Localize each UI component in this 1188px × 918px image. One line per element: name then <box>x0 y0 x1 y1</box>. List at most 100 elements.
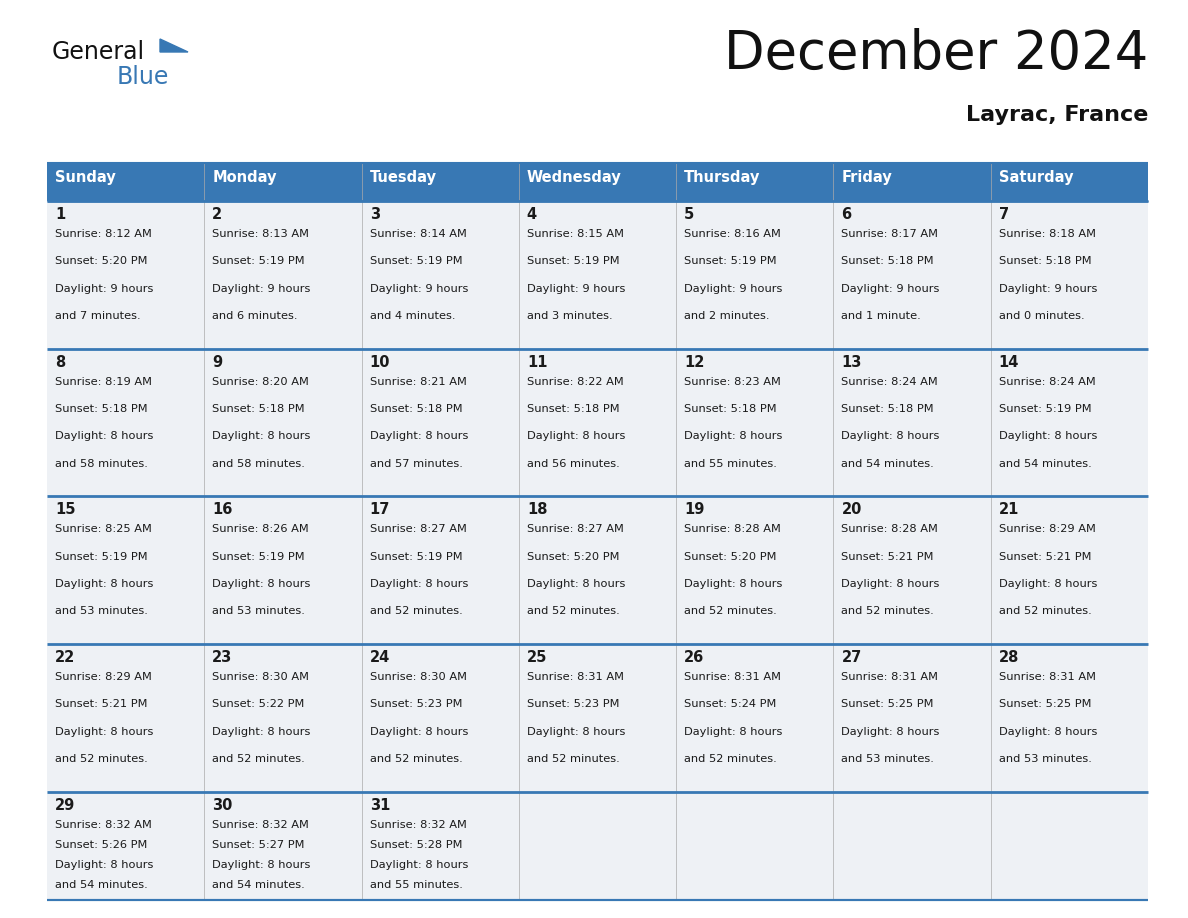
Text: Daylight: 8 hours: Daylight: 8 hours <box>369 727 468 736</box>
Text: Sunrise: 8:27 AM: Sunrise: 8:27 AM <box>369 524 467 534</box>
Text: Sunset: 5:18 PM: Sunset: 5:18 PM <box>684 404 777 414</box>
Text: and 7 minutes.: and 7 minutes. <box>55 311 140 321</box>
Text: and 2 minutes.: and 2 minutes. <box>684 311 770 321</box>
Text: Sunset: 5:18 PM: Sunset: 5:18 PM <box>841 256 934 266</box>
Bar <box>48 791 1148 900</box>
Text: Daylight: 8 hours: Daylight: 8 hours <box>999 579 1097 589</box>
Text: and 52 minutes.: and 52 minutes. <box>526 606 620 616</box>
Text: 1: 1 <box>55 207 65 222</box>
Text: Sunrise: 8:29 AM: Sunrise: 8:29 AM <box>55 672 152 682</box>
Text: 3: 3 <box>369 207 380 222</box>
Text: 13: 13 <box>841 354 861 370</box>
Text: 30: 30 <box>213 798 233 812</box>
Text: Daylight: 9 hours: Daylight: 9 hours <box>999 284 1097 294</box>
Text: 10: 10 <box>369 354 390 370</box>
Text: Sunset: 5:20 PM: Sunset: 5:20 PM <box>526 552 619 562</box>
Text: and 54 minutes.: and 54 minutes. <box>213 879 305 890</box>
Polygon shape <box>160 39 188 52</box>
Text: and 58 minutes.: and 58 minutes. <box>213 459 305 468</box>
Text: Sunrise: 8:13 AM: Sunrise: 8:13 AM <box>213 229 309 239</box>
Text: Daylight: 9 hours: Daylight: 9 hours <box>684 284 783 294</box>
Bar <box>48 349 1148 497</box>
Text: Sunset: 5:23 PM: Sunset: 5:23 PM <box>526 700 619 710</box>
Text: Sunset: 5:19 PM: Sunset: 5:19 PM <box>213 552 305 562</box>
Text: Sunrise: 8:12 AM: Sunrise: 8:12 AM <box>55 229 152 239</box>
Text: and 53 minutes.: and 53 minutes. <box>999 754 1092 764</box>
Text: Daylight: 8 hours: Daylight: 8 hours <box>55 431 153 442</box>
Text: Sunset: 5:25 PM: Sunset: 5:25 PM <box>841 700 934 710</box>
Text: Daylight: 8 hours: Daylight: 8 hours <box>684 727 783 736</box>
Text: Daylight: 8 hours: Daylight: 8 hours <box>213 579 310 589</box>
Text: Sunrise: 8:32 AM: Sunrise: 8:32 AM <box>369 820 467 830</box>
Text: Daylight: 9 hours: Daylight: 9 hours <box>213 284 310 294</box>
Text: Daylight: 8 hours: Daylight: 8 hours <box>841 431 940 442</box>
Text: Daylight: 8 hours: Daylight: 8 hours <box>369 860 468 869</box>
Text: 25: 25 <box>526 650 548 665</box>
Text: Sunset: 5:18 PM: Sunset: 5:18 PM <box>526 404 619 414</box>
Text: Sunrise: 8:27 AM: Sunrise: 8:27 AM <box>526 524 624 534</box>
Text: and 53 minutes.: and 53 minutes. <box>841 754 934 764</box>
Text: Sunrise: 8:24 AM: Sunrise: 8:24 AM <box>999 376 1095 386</box>
Text: Sunset: 5:20 PM: Sunset: 5:20 PM <box>55 256 147 266</box>
Text: and 52 minutes.: and 52 minutes. <box>213 754 305 764</box>
Text: and 56 minutes.: and 56 minutes. <box>526 459 620 468</box>
Text: Daylight: 8 hours: Daylight: 8 hours <box>55 860 153 869</box>
Text: Sunset: 5:18 PM: Sunset: 5:18 PM <box>213 404 305 414</box>
Text: and 52 minutes.: and 52 minutes. <box>684 754 777 764</box>
Text: Daylight: 8 hours: Daylight: 8 hours <box>684 431 783 442</box>
Text: Friday: Friday <box>841 170 892 185</box>
Text: Sunset: 5:18 PM: Sunset: 5:18 PM <box>999 256 1092 266</box>
Text: 15: 15 <box>55 502 76 518</box>
Text: Sunrise: 8:31 AM: Sunrise: 8:31 AM <box>841 672 939 682</box>
Text: Sunrise: 8:25 AM: Sunrise: 8:25 AM <box>55 524 152 534</box>
Bar <box>48 163 1148 201</box>
Text: 9: 9 <box>213 354 222 370</box>
Text: Sunset: 5:19 PM: Sunset: 5:19 PM <box>999 404 1092 414</box>
Text: General: General <box>52 40 145 64</box>
Text: Daylight: 8 hours: Daylight: 8 hours <box>841 727 940 736</box>
Text: 22: 22 <box>55 650 75 665</box>
Text: and 52 minutes.: and 52 minutes. <box>369 754 462 764</box>
Text: Wednesday: Wednesday <box>526 170 621 185</box>
Text: Daylight: 8 hours: Daylight: 8 hours <box>213 431 310 442</box>
Text: Sunset: 5:21 PM: Sunset: 5:21 PM <box>55 700 147 710</box>
Text: 27: 27 <box>841 650 861 665</box>
Text: Daylight: 8 hours: Daylight: 8 hours <box>213 860 310 869</box>
Text: Thursday: Thursday <box>684 170 760 185</box>
Text: and 1 minute.: and 1 minute. <box>841 311 921 321</box>
Text: Sunrise: 8:15 AM: Sunrise: 8:15 AM <box>526 229 624 239</box>
Text: Sunset: 5:19 PM: Sunset: 5:19 PM <box>684 256 777 266</box>
Text: Daylight: 9 hours: Daylight: 9 hours <box>841 284 940 294</box>
Text: and 0 minutes.: and 0 minutes. <box>999 311 1085 321</box>
Text: and 52 minutes.: and 52 minutes. <box>841 606 934 616</box>
Text: Sunset: 5:18 PM: Sunset: 5:18 PM <box>841 404 934 414</box>
Text: Daylight: 8 hours: Daylight: 8 hours <box>369 579 468 589</box>
Text: Sunset: 5:19 PM: Sunset: 5:19 PM <box>369 552 462 562</box>
Text: Sunrise: 8:32 AM: Sunrise: 8:32 AM <box>213 820 309 830</box>
Text: and 54 minutes.: and 54 minutes. <box>841 459 934 468</box>
Text: and 57 minutes.: and 57 minutes. <box>369 459 462 468</box>
Text: and 52 minutes.: and 52 minutes. <box>369 606 462 616</box>
Text: 6: 6 <box>841 207 852 222</box>
Text: and 54 minutes.: and 54 minutes. <box>55 879 147 890</box>
Text: Sunset: 5:21 PM: Sunset: 5:21 PM <box>841 552 934 562</box>
Text: 21: 21 <box>999 502 1019 518</box>
Text: Sunrise: 8:22 AM: Sunrise: 8:22 AM <box>526 376 624 386</box>
Text: Sunset: 5:18 PM: Sunset: 5:18 PM <box>55 404 147 414</box>
Text: Blue: Blue <box>116 65 170 89</box>
Text: and 58 minutes.: and 58 minutes. <box>55 459 147 468</box>
Text: Sunrise: 8:14 AM: Sunrise: 8:14 AM <box>369 229 467 239</box>
Text: Daylight: 9 hours: Daylight: 9 hours <box>526 284 625 294</box>
Text: Sunrise: 8:30 AM: Sunrise: 8:30 AM <box>369 672 467 682</box>
Text: Daylight: 8 hours: Daylight: 8 hours <box>213 727 310 736</box>
Text: Saturday: Saturday <box>999 170 1073 185</box>
Text: Daylight: 8 hours: Daylight: 8 hours <box>841 579 940 589</box>
Text: Layrac, France: Layrac, France <box>966 105 1148 125</box>
Text: 4: 4 <box>526 207 537 222</box>
Text: 28: 28 <box>999 650 1019 665</box>
Text: 11: 11 <box>526 354 548 370</box>
Text: Sunday: Sunday <box>55 170 115 185</box>
Text: Daylight: 8 hours: Daylight: 8 hours <box>999 431 1097 442</box>
Text: Sunset: 5:24 PM: Sunset: 5:24 PM <box>684 700 777 710</box>
Bar <box>48 201 1148 349</box>
